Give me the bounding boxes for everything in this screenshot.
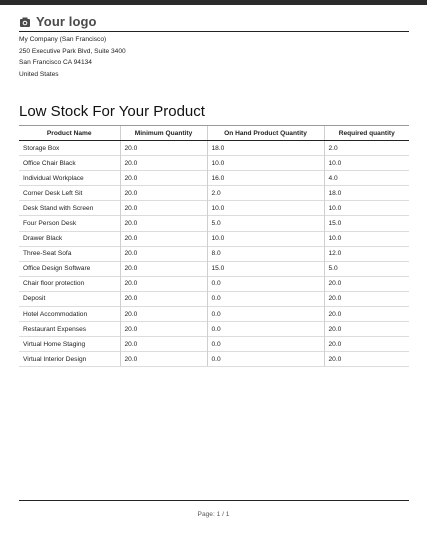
product-name-cell: Corner Desk Left Sit (19, 185, 120, 201)
product-name-cell: Three-Seat Sofa (19, 245, 120, 262)
required-quantity-cell: 20.0 (323, 290, 409, 307)
table-row: Desk Stand with Screen 20.0 10.0 10.0 (19, 200, 409, 216)
minimum-quantity-cell: 20.0 (119, 230, 207, 247)
product-name-cell: Chair floor protection (19, 275, 120, 292)
table-body: Storage Box 20.0 18.0 2.0 Office Chair Black… (19, 139, 409, 368)
on-hand-quantity-cell: 10.0 (206, 230, 324, 247)
table-row: Office Design Software 20.0 15.0 5.0 (19, 260, 409, 277)
on-hand-quantity-cell: 18.0 (206, 139, 324, 156)
minimum-quantity-cell: 20.0 (119, 155, 207, 171)
product-name-cell: Office Chair Black (19, 155, 120, 171)
required-quantity-cell: 18.0 (323, 185, 409, 201)
on-hand-quantity-cell: 15.0 (206, 260, 324, 277)
low-stock-table: Product Name Minimum Quantity On Hand Pr… (19, 125, 409, 368)
required-quantity-cell: 20.0 (323, 351, 409, 368)
table-row: Corner Desk Left Sit 20.0 2.0 18.0 (19, 185, 409, 201)
product-name-cell: Deposit (19, 290, 120, 307)
minimum-quantity-cell: 20.0 (119, 170, 207, 186)
required-quantity-cell: 10.0 (323, 230, 409, 247)
column-header-required-quantity: Required quantity (323, 125, 409, 141)
minimum-quantity-cell: 20.0 (119, 336, 207, 352)
on-hand-quantity-cell: 0.0 (206, 275, 324, 292)
minimum-quantity-cell: 20.0 (119, 185, 207, 201)
footer-divider (19, 500, 409, 501)
table-row: Four Person Desk 20.0 5.0 15.0 (19, 215, 409, 232)
minimum-quantity-cell: 20.0 (119, 139, 207, 156)
minimum-quantity-cell: 20.0 (119, 245, 207, 262)
required-quantity-cell: 10.0 (323, 200, 409, 216)
product-name-cell: Office Design Software (19, 260, 120, 277)
required-quantity-cell: 20.0 (323, 275, 409, 292)
company-country: United States (19, 71, 59, 79)
header-divider (19, 31, 409, 32)
table-row: Office Chair Black 20.0 10.0 10.0 (19, 155, 409, 171)
company-city: San Francisco CA 94134 (19, 59, 92, 67)
product-name-cell: Individual Workplace (19, 170, 120, 186)
top-border-strip (0, 0, 427, 5)
column-header-on-hand-quantity: On Hand Product Quantity (206, 125, 324, 141)
required-quantity-cell: 10.0 (323, 155, 409, 171)
on-hand-quantity-cell: 0.0 (206, 321, 324, 337)
table-row: Virtual Home Staging 20.0 0.0 20.0 (19, 336, 409, 352)
table-row: Virtual Interior Design 20.0 0.0 20.0 (19, 351, 409, 368)
company-name: My Company (San Francisco) (19, 36, 107, 43)
minimum-quantity-cell: 20.0 (119, 215, 207, 232)
table-row: Individual Workplace 20.0 16.0 4.0 (19, 170, 409, 186)
required-quantity-cell: 4.0 (323, 170, 409, 186)
on-hand-quantity-cell: 0.0 (206, 290, 324, 307)
minimum-quantity-cell: 20.0 (119, 290, 207, 307)
required-quantity-cell: 12.0 (323, 245, 409, 262)
on-hand-quantity-cell: 10.0 (206, 200, 324, 216)
minimum-quantity-cell: 20.0 (119, 275, 207, 292)
on-hand-quantity-cell: 0.0 (206, 336, 324, 352)
minimum-quantity-cell: 20.0 (119, 321, 207, 337)
table-row: Chair floor protection 20.0 0.0 20.0 (19, 275, 409, 292)
table-row: Drawer Black 20.0 10.0 10.0 (19, 230, 409, 247)
product-name-cell: Storage Box (19, 139, 120, 156)
product-name-cell: Four Person Desk (19, 215, 120, 232)
product-name-cell: Restaurant Expenses (19, 321, 120, 337)
table-row: Restaurant Expenses 20.0 0.0 20.0 (19, 321, 409, 337)
product-name-cell: Drawer Black (19, 230, 120, 247)
on-hand-quantity-cell: 16.0 (206, 170, 324, 186)
camera-icon (20, 17, 30, 27)
table-row: Three-Seat Sofa 20.0 8.0 12.0 (19, 245, 409, 262)
page-number: Page: 1 / 1 (197, 511, 230, 518)
table-row: Storage Box 20.0 18.0 2.0 (19, 139, 409, 156)
on-hand-quantity-cell: 5.0 (206, 215, 324, 232)
product-name-cell: Hotel Accommodation (19, 306, 120, 322)
on-hand-quantity-cell: 0.0 (206, 306, 324, 322)
column-header-minimum-quantity: Minimum Quantity (119, 125, 207, 141)
product-name-cell: Desk Stand with Screen (19, 200, 120, 216)
minimum-quantity-cell: 20.0 (119, 200, 207, 216)
minimum-quantity-cell: 20.0 (119, 306, 207, 322)
required-quantity-cell: 20.0 (323, 336, 409, 352)
required-quantity-cell: 5.0 (323, 260, 409, 277)
on-hand-quantity-cell: 2.0 (206, 185, 324, 201)
company-address: My Company (San Francisco) 250 Executive… (19, 34, 126, 81)
minimum-quantity-cell: 20.0 (119, 260, 207, 277)
table-header-row: Product Name Minimum Quantity On Hand Pr… (19, 125, 409, 141)
product-name-cell: Virtual Home Staging (19, 336, 120, 352)
logo-text: Your logo (36, 14, 97, 29)
on-hand-quantity-cell: 8.0 (206, 245, 324, 262)
on-hand-quantity-cell: 0.0 (206, 351, 324, 368)
table-row: Hotel Accommodation 20.0 0.0 20.0 (19, 306, 409, 322)
table-row: Deposit 20.0 0.0 20.0 (19, 290, 409, 307)
column-header-product-name: Product Name (19, 125, 120, 141)
product-name-cell: Virtual Interior Design (19, 351, 120, 368)
company-logo: Your logo (19, 14, 97, 29)
required-quantity-cell: 20.0 (323, 321, 409, 337)
on-hand-quantity-cell: 10.0 (206, 155, 324, 171)
minimum-quantity-cell: 20.0 (119, 351, 207, 368)
required-quantity-cell: 20.0 (323, 306, 409, 322)
required-quantity-cell: 2.0 (323, 139, 409, 156)
company-street: 250 Executive Park Blvd, Suite 3400 (19, 47, 126, 55)
required-quantity-cell: 15.0 (323, 215, 409, 232)
report-title: Low Stock For Your Product (19, 103, 205, 120)
